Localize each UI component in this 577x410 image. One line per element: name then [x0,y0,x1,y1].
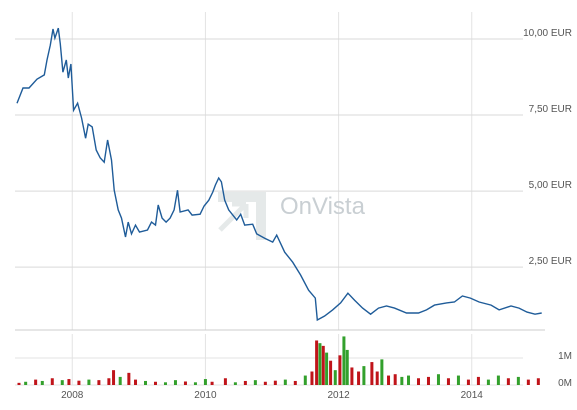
volume-bar [112,370,116,385]
price-line [16,27,542,322]
volume-bar [338,355,342,385]
volume-bar [380,359,384,385]
volume-bar [283,379,287,385]
volume-bar [163,382,167,385]
volume-bar [536,378,540,385]
volume-bar [400,376,404,385]
volume-bar [446,378,450,385]
volume-bar [370,362,374,385]
volume-bar [127,372,131,385]
volume-bar [333,370,337,385]
volume-bar [173,380,177,385]
volume-bar [50,378,54,385]
volume-bar [60,380,64,385]
volume-bar [321,345,325,385]
volume-bar [24,381,28,385]
watermark-logo [218,192,266,240]
volume-bar [436,374,440,385]
x-tick-label: 2014 [461,390,484,401]
volume-bar [393,374,397,385]
volume-bar [210,381,214,385]
volume-bar [362,366,366,385]
volume-bar [134,379,138,385]
volume-bar [310,371,314,385]
volume-bar [407,375,411,385]
y-tick-label: 7,50 EUR [529,104,572,115]
volume-bar [426,376,430,385]
volume-bar [40,380,44,385]
volume-bar [496,375,500,385]
volume-bar [293,380,297,385]
y-tick-label: 1M [558,351,572,362]
volume-bar [516,376,520,385]
volume-bar [318,343,322,385]
volume-bar [118,376,122,385]
volume-bar [34,379,38,385]
y-tick-label: 2,50 EUR [529,256,572,267]
x-tick-label: 2012 [327,390,350,401]
volume-bar [203,379,207,385]
volume-bar [315,340,319,385]
volume-bar [17,382,21,385]
volume-bar [183,381,187,385]
volume-bar [357,371,361,385]
volume-bar [350,367,354,385]
volume-bar [223,378,227,385]
volume-bar [506,378,510,385]
volume-bar [325,352,329,385]
volume-bar [387,375,391,385]
volume-bar [153,381,157,385]
volume-bar [416,378,420,385]
y-tick-label: 10,00 EUR [523,28,572,39]
volume-bar [107,378,111,385]
volume-bar [486,379,490,385]
volume-bar [303,375,307,385]
volume-bar [243,380,247,385]
volume-bar [77,380,81,385]
x-tick-label: 2010 [194,390,217,401]
volume-bar [273,380,277,385]
volume-bar [253,380,257,385]
volume-bar [476,376,480,385]
volume-bar [263,381,267,385]
y-tick-label: 5,00 EUR [529,180,572,191]
volume-bar [193,382,197,385]
volume-bar [233,382,237,385]
volume-bar [67,379,71,385]
watermark: OnVista [280,193,366,220]
volume-bar [466,379,470,385]
volume-bar [375,371,379,385]
x-tick-label: 2008 [61,390,84,401]
volume-bar [329,360,333,385]
volume-bar [456,375,460,385]
volume-bar [526,379,530,385]
volume-bar [345,349,349,385]
volume-bar [144,380,148,385]
volume-bar [87,379,91,385]
volume-bar [97,380,101,385]
y-tick-label: 0M [558,378,572,389]
volume-bar [342,336,346,385]
